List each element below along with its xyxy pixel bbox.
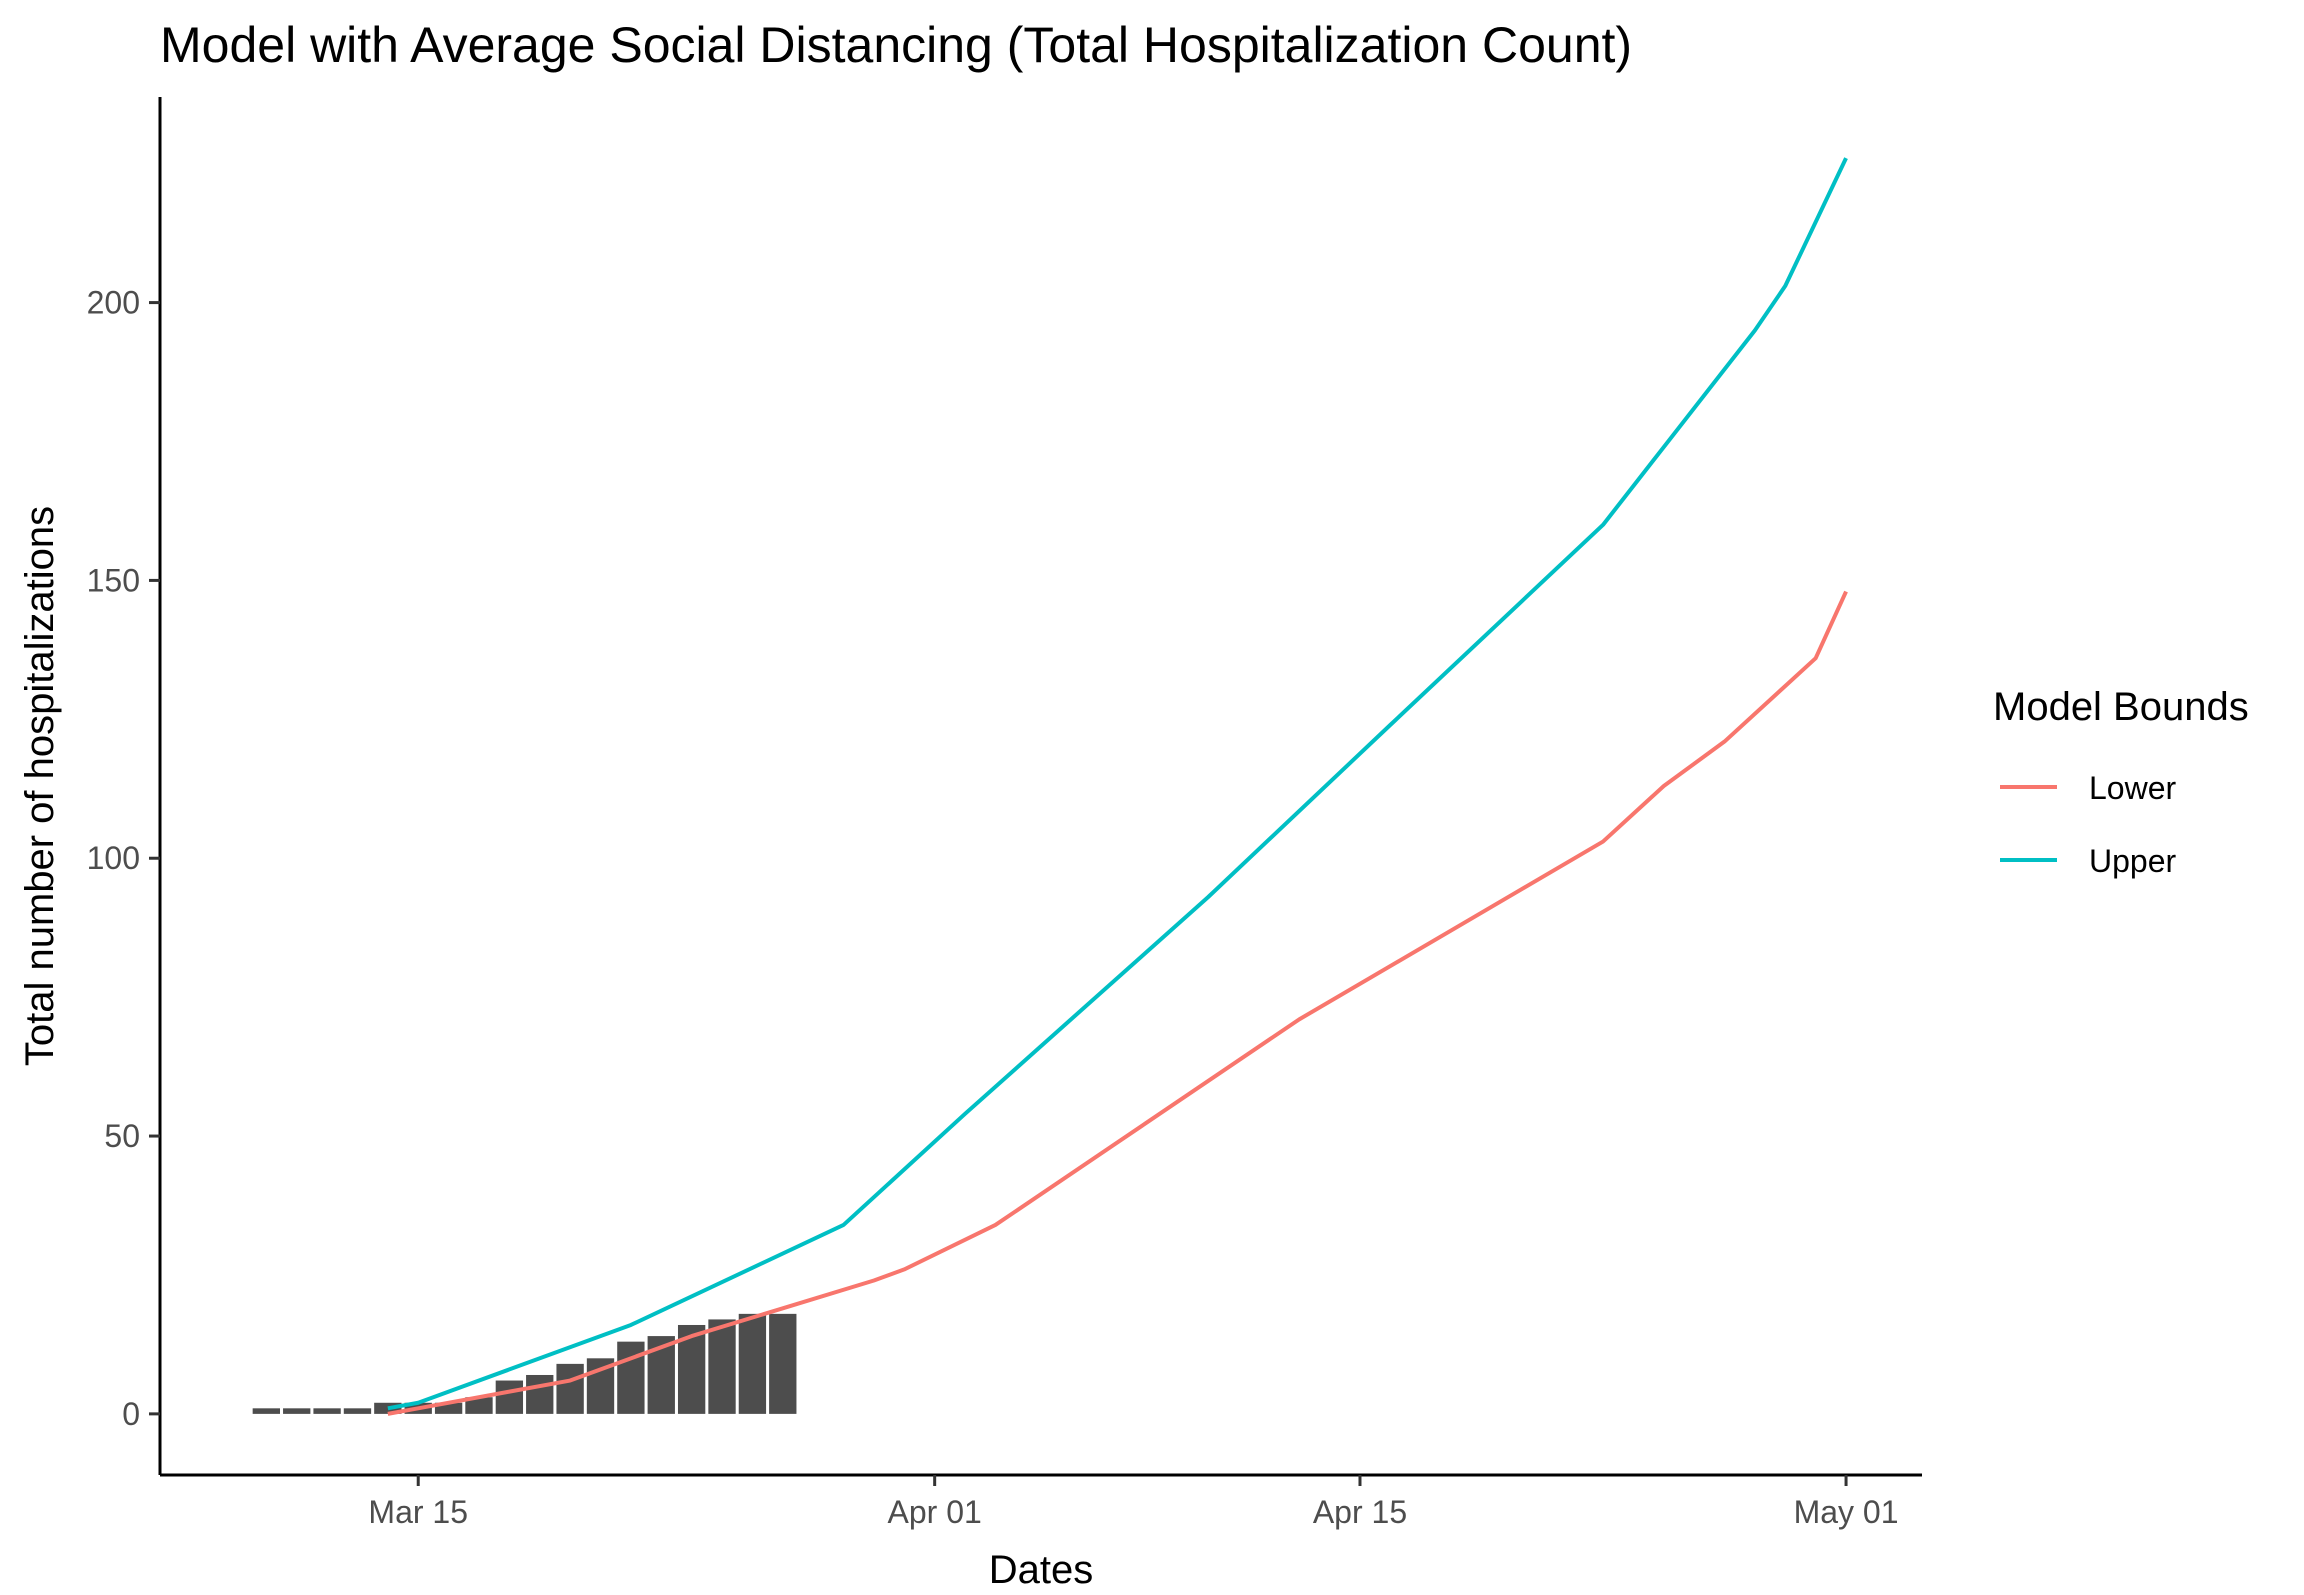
bar: [495, 1380, 524, 1414]
x-tick-label: Mar 15: [368, 1494, 468, 1530]
y-tick-label: 0: [122, 1396, 140, 1432]
bar: [434, 1402, 463, 1414]
bar: [252, 1408, 280, 1414]
legend-label-lower: Lower: [2089, 770, 2177, 806]
legend: Model Bounds Lower Upper: [1993, 685, 2249, 879]
x-tick-label: May 01: [1794, 1494, 1899, 1530]
bar: [769, 1313, 797, 1414]
series-line-upper: [387, 157, 1848, 1411]
bar: [738, 1313, 767, 1414]
y-tick-label: 200: [87, 285, 140, 321]
bar: [283, 1408, 311, 1414]
bar: [465, 1397, 493, 1414]
chart-title: Model with Average Social Distancing (To…: [160, 17, 1632, 73]
series-line-lower: [387, 590, 1848, 1416]
y-tick-label: 100: [87, 840, 140, 876]
y-tick-label: 50: [104, 1118, 140, 1154]
x-axis-title: Dates: [989, 1548, 1094, 1592]
y-ticks: 0 50 100 150 200: [87, 285, 160, 1432]
legend-label-upper: Upper: [2089, 843, 2177, 879]
bar: [343, 1408, 372, 1414]
x-tick-label: Apr 15: [1313, 1494, 1407, 1530]
legend-title: Model Bounds: [1993, 685, 2249, 729]
x-ticks: Mar 15 Apr 01 Apr 15 May 01: [368, 1475, 1899, 1530]
y-tick-label: 150: [87, 562, 140, 598]
bar: [708, 1319, 736, 1414]
y-axis-title: Total number of hospitalizations: [18, 506, 62, 1066]
x-tick-label: Apr 01: [888, 1494, 982, 1530]
bar: [556, 1363, 584, 1414]
bars-layer: [252, 1313, 797, 1414]
lines-layer: [387, 157, 1848, 1416]
bar: [617, 1341, 645, 1414]
bar: [313, 1408, 341, 1414]
bar: [526, 1374, 554, 1414]
bar: [374, 1402, 402, 1414]
